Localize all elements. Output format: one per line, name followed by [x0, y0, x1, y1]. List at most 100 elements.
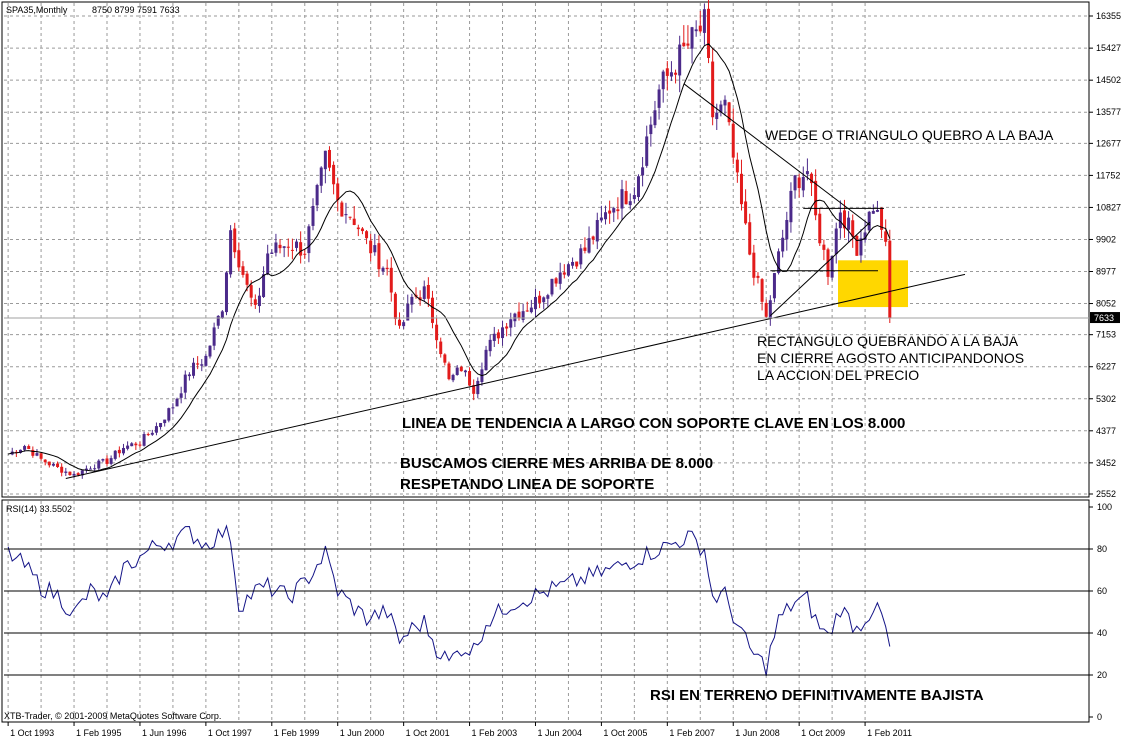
candle-body	[517, 311, 521, 319]
candle-body	[126, 445, 130, 449]
candle-body	[89, 468, 93, 470]
long-trendline	[65, 273, 966, 479]
candle-body	[187, 374, 191, 377]
candle-body	[249, 285, 253, 298]
time-tick-label: 1 Feb 1995	[76, 728, 122, 738]
candle-body	[842, 210, 846, 229]
candle-body	[665, 68, 669, 76]
candle-body	[805, 171, 809, 175]
candle-body	[550, 278, 554, 295]
candle-body	[847, 217, 851, 230]
candle-body	[612, 208, 616, 213]
candle-body	[356, 227, 360, 230]
candle-body	[121, 447, 125, 454]
candle-body	[237, 250, 241, 268]
candle-body	[624, 191, 628, 205]
chart-title: SPA35,Monthly	[6, 5, 68, 15]
candle-body	[575, 261, 579, 267]
candle-body	[426, 284, 430, 299]
candle-body	[80, 470, 84, 476]
rsi-grid	[7, 501, 866, 721]
candle-body	[138, 444, 142, 446]
candle-body	[752, 252, 756, 278]
candle-body	[826, 249, 830, 277]
candle-body	[381, 267, 385, 272]
candle-body	[653, 110, 657, 126]
candle-body	[604, 212, 608, 220]
candle-body	[459, 367, 463, 372]
candle-body	[669, 72, 673, 77]
candle-body	[315, 185, 319, 206]
rsi-panel	[1, 499, 1090, 723]
candle-body	[266, 253, 270, 275]
candle-body	[208, 345, 212, 357]
candle-body	[183, 374, 187, 393]
candle-body	[521, 311, 525, 320]
candle-body	[698, 25, 702, 32]
candle-body	[542, 297, 546, 303]
candle-body	[422, 286, 426, 299]
candle-body	[859, 238, 863, 256]
candle-body	[56, 463, 60, 468]
rectangle-annotation-line1: RECTANGULO QUEBRANDO A LA BAJA	[757, 333, 1019, 349]
candle-body	[410, 296, 414, 305]
candle-body	[608, 210, 612, 214]
candle-body	[282, 246, 286, 248]
candle-body	[76, 473, 80, 476]
candle-body	[60, 466, 64, 473]
candle-body	[352, 218, 356, 225]
ohlc-readout: 8750 8799 7591 7633	[92, 5, 180, 15]
candle-body	[488, 339, 492, 352]
candle-body	[756, 275, 760, 278]
candle-body	[299, 242, 303, 256]
candle-body	[801, 176, 805, 191]
candle-body	[620, 189, 624, 209]
candle-body	[818, 213, 822, 244]
moving-average-line	[7, 43, 891, 472]
candle-body	[365, 231, 369, 239]
rsi-line	[7, 524, 891, 676]
candle-body	[496, 332, 500, 339]
candle-body	[196, 363, 200, 365]
rsi-tick-label: 60	[1097, 586, 1107, 596]
candle-body	[360, 228, 364, 232]
candle-body	[332, 164, 336, 185]
trendlines	[65, 83, 966, 479]
candle-body	[583, 247, 587, 251]
price-tick-label: 2552	[1096, 489, 1116, 499]
candle-body	[715, 112, 719, 120]
candle-body	[31, 449, 35, 456]
candle-body	[39, 453, 43, 459]
candle-body	[204, 355, 208, 366]
wedge-upper-line	[683, 83, 871, 226]
price-tick-label: 6227	[1096, 362, 1116, 372]
candle-body	[636, 176, 640, 198]
candle-body	[830, 255, 834, 278]
candle-body	[463, 370, 467, 373]
price-tick-label: 13577	[1096, 107, 1121, 117]
candle-body	[739, 173, 743, 205]
candle-body	[768, 300, 772, 318]
candle-body	[538, 295, 542, 303]
candle-body	[871, 210, 875, 214]
candle-body	[591, 236, 595, 240]
candle-body	[175, 398, 179, 407]
candle-body	[599, 217, 603, 221]
target-annotation-line1: BUSCAMOS CIERRE MES ARRIBA DE 8.000	[400, 455, 713, 472]
candle-body	[838, 212, 842, 229]
candle-body	[212, 327, 216, 346]
candle-body	[789, 190, 793, 223]
candle-body	[443, 354, 447, 363]
candle-body	[348, 216, 352, 218]
rsi-annotation: RSI EN TERRENO DEFINITIVAMENTE BAJISTA	[650, 687, 984, 704]
candle-body	[682, 42, 686, 47]
candle-body	[18, 449, 22, 453]
candle-body	[810, 173, 814, 184]
candle-body	[146, 434, 150, 436]
candle-body	[793, 175, 797, 191]
candle-body	[344, 214, 348, 216]
candle-body	[72, 473, 76, 476]
rsi-axis: 100 80 60 40 20 0	[1089, 502, 1112, 722]
candle-body	[130, 443, 134, 447]
candle-body	[797, 177, 801, 189]
